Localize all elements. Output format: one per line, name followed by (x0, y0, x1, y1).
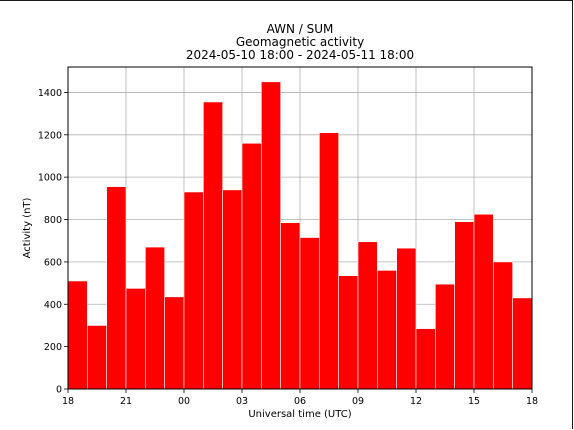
bar-5 (164, 296, 185, 390)
y-tick-label-1: 200 (44, 342, 62, 353)
x-tick-label-5: 09 (352, 396, 364, 407)
x-axis-label: Universal time (UTC) (248, 409, 351, 420)
bar-8 (222, 189, 243, 390)
y-tick-label-0: 0 (56, 385, 62, 396)
y-tick-label-7: 1400 (38, 88, 62, 99)
bar-0 (67, 280, 88, 390)
chart-title-line-2: Geomagnetic activity (236, 35, 364, 49)
bar-3 (125, 288, 146, 390)
y-tick-label-4: 800 (44, 215, 62, 226)
bar-series (67, 81, 533, 390)
bar-19 (435, 283, 455, 390)
bar-16 (377, 270, 397, 390)
bar-7 (203, 101, 223, 390)
bar-4 (145, 246, 165, 390)
x-tick-label-2: 00 (178, 396, 190, 407)
y-tick-label-2: 400 (44, 300, 62, 311)
x-tick-label-3: 03 (236, 396, 248, 407)
chart-title-line-1: AWN / SUM (267, 22, 334, 36)
bar-22 (493, 261, 513, 390)
y-tick-label-5: 1000 (38, 173, 62, 184)
bar-18 (415, 328, 436, 390)
y-tick-label-3: 600 (44, 257, 62, 268)
bar-12 (299, 237, 320, 390)
bar-20 (454, 221, 475, 390)
bar-9 (241, 142, 262, 390)
bar-21 (473, 213, 494, 390)
x-tick-label-0: 18 (62, 396, 74, 407)
bar-1 (87, 325, 107, 390)
x-tick-label-8: 18 (526, 396, 538, 407)
bar-14 (338, 275, 359, 390)
y-tick-label-6: 1200 (38, 130, 62, 141)
bar-23 (512, 297, 533, 390)
bar-15 (357, 241, 378, 390)
bar-13 (319, 132, 339, 390)
x-tick-label-1: 21 (120, 396, 132, 407)
bar-2 (106, 186, 127, 390)
x-tick-label-7: 15 (468, 396, 480, 407)
chart-title-line-3: 2024-05-10 18:00 - 2024-05-11 18:00 (186, 48, 414, 62)
bar-17 (396, 247, 417, 390)
y-axis-label: Activity (nT) (22, 197, 33, 258)
axis-ticks: 18 21 00 03 06 09 12 15 180200400600800100012001… (38, 88, 538, 407)
bar-11 (280, 222, 301, 390)
x-tick-label-4: 06 (294, 396, 306, 407)
bar-10 (261, 81, 281, 390)
bar-6 (183, 191, 204, 390)
x-tick-label-6: 12 (410, 396, 422, 407)
